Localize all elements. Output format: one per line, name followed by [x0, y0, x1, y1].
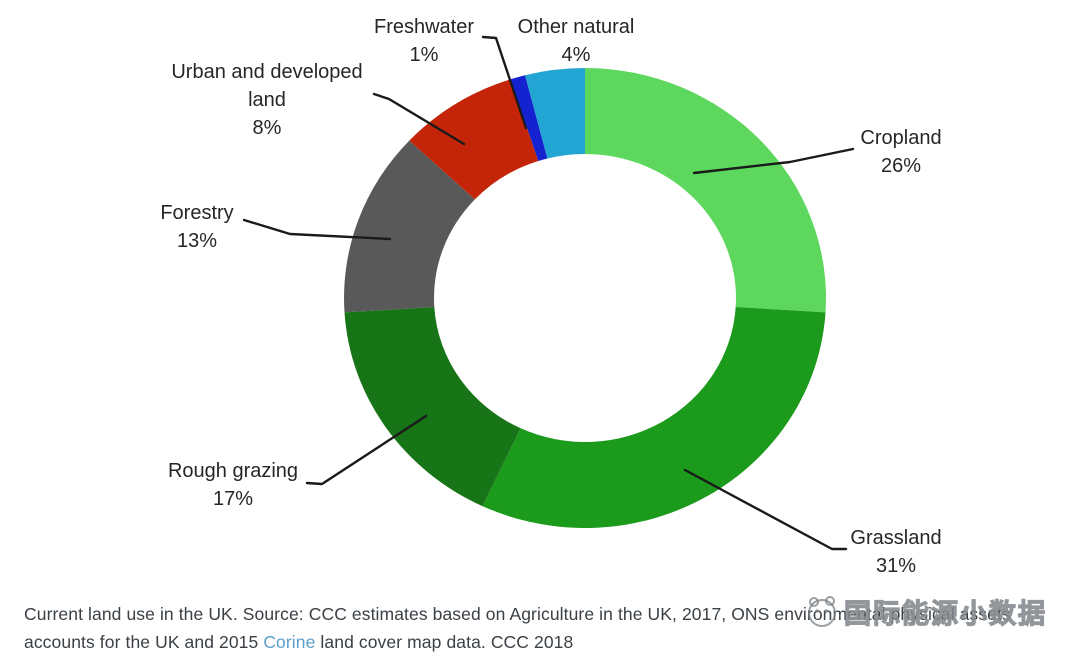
leader-lines [242, 35, 855, 551]
slice-name-label: Grassland [850, 527, 942, 549]
slice-pct-label: 1% [409, 44, 439, 66]
slice-label-freshwater: Freshwater 1% [374, 13, 474, 69]
slice-pct-label: 26% [880, 155, 922, 177]
slice-label-rough-grazing: Rough grazing 17% [168, 457, 298, 513]
donut-slice-cropland [585, 68, 826, 313]
chart-caption: Current land use in the UK. Source: CCC … [24, 601, 1080, 656]
leader-line-cropland [692, 147, 855, 175]
caption-text-1: Current land use in the UK. Source: CCC … [24, 604, 1011, 624]
slice-label-urban-and-developed-land: Urban and developed land 8% [171, 58, 362, 142]
slice-label-grassland: Grassland 31% [850, 524, 941, 580]
leader-line-freshwater [481, 35, 528, 130]
slice-name-label: Urban and developed [171, 61, 363, 83]
slice-name-label: Forestry [160, 202, 234, 224]
slice-label-cropland: Cropland 26% [860, 124, 941, 180]
slice-label-other-natural: Other natural 4% [518, 13, 635, 69]
slice-pct-label: 17% [212, 488, 254, 510]
donut-slice-urban-and-developed-land [409, 79, 539, 200]
donut-slice-freshwater [510, 75, 548, 161]
slice-name-label: Rough grazing [167, 460, 299, 482]
corine-link[interactable]: Corine [263, 631, 316, 652]
donut-slice-other-natural [525, 67, 585, 159]
donut-slice-forestry [344, 140, 475, 313]
slice-name-label: Other natural [517, 16, 635, 38]
caption-text-2a: accounts for the UK and 2015 [24, 631, 264, 652]
donut-slice-grassland [482, 307, 826, 528]
slice-name-label: land [248, 89, 286, 111]
donut-slice-rough-grazing [344, 307, 521, 507]
slice-name-label: Cropland [860, 127, 942, 149]
slice-pct-label: 4% [561, 44, 591, 66]
leader-line-urban-and-developed-land [372, 92, 466, 146]
caption-text-2b: land cover map data. CCC 2018 [315, 631, 574, 652]
slice-label-forestry: Forestry 13% [160, 199, 233, 255]
leader-line-forestry [242, 218, 392, 241]
leader-line-rough-grazing [305, 414, 428, 486]
slice-pct-label: 13% [176, 230, 218, 252]
donut-slices [344, 67, 826, 528]
slice-name-label: Freshwater [373, 16, 475, 38]
slice-pct-label: 8% [252, 117, 282, 139]
slice-pct-label: 31% [875, 555, 917, 577]
caption-line-2: accounts for the UK and 2015 Corine land… [24, 629, 1080, 657]
leader-line-grassland [683, 468, 848, 551]
caption-line-1: Current land use in the UK. Source: CCC … [24, 601, 1080, 629]
